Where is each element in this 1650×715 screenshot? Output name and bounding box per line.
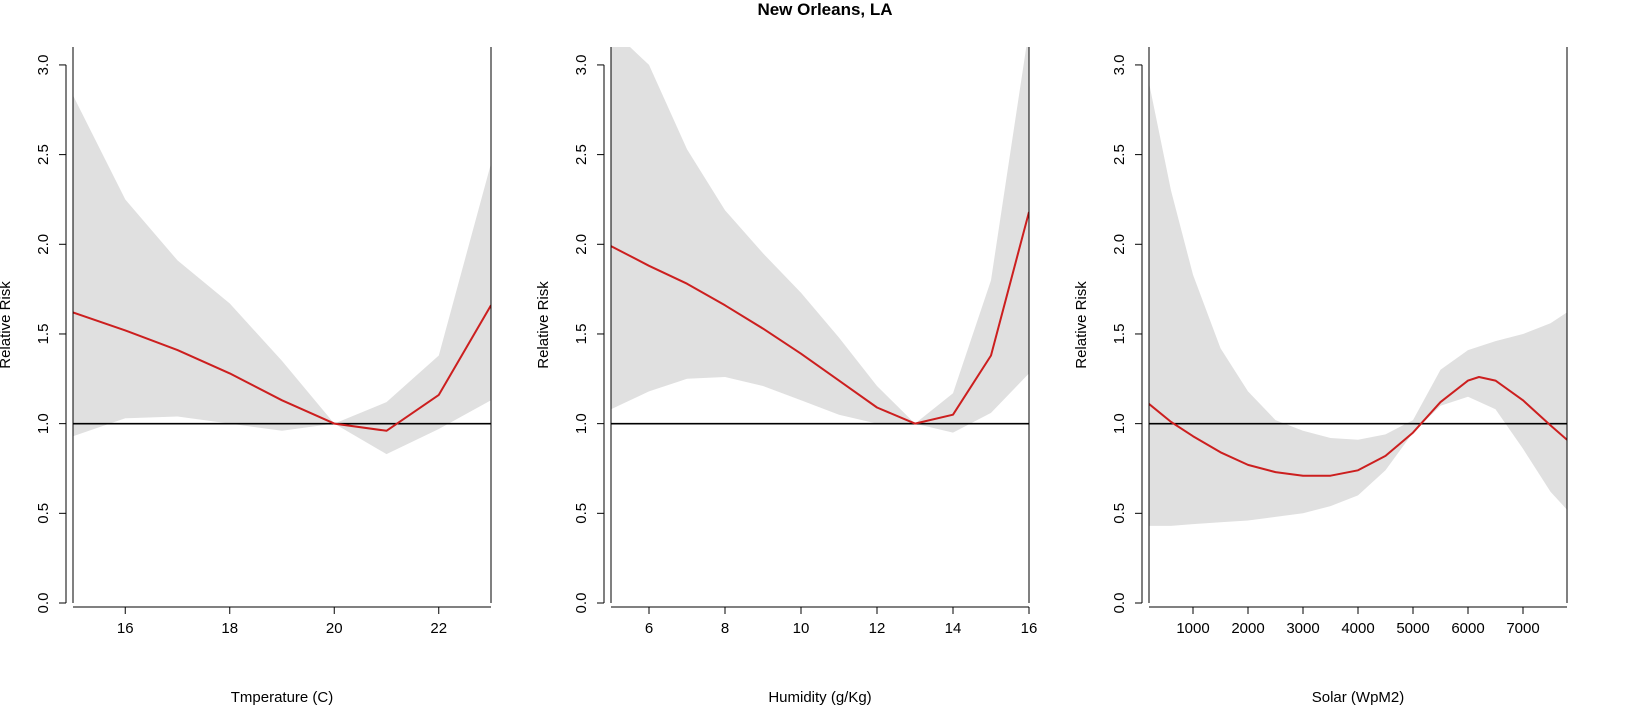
plot-area xyxy=(73,95,491,455)
confidence-band xyxy=(611,47,1029,433)
y-tick-label: 2.0 xyxy=(1111,234,1128,255)
y-tick-label: 0.0 xyxy=(573,593,590,614)
x-tick-label: 16 xyxy=(117,620,134,637)
plot-area xyxy=(1149,82,1567,526)
y-tick-label: 1.5 xyxy=(1111,324,1128,345)
x-tick-label: 5000 xyxy=(1396,620,1429,637)
y-axis-label: Relative Risk xyxy=(535,281,552,369)
x-tick-label: 4000 xyxy=(1341,620,1374,637)
plot-area xyxy=(611,47,1029,433)
y-axis-label: Relative Risk xyxy=(1073,281,1090,369)
series-line xyxy=(1149,376,1567,477)
chart-panel-3: 0.0 0.5 1.0 1.5 2.0 2.5 3.0 1000 2000 3000 4000 500… xyxy=(1073,47,1568,706)
series-line xyxy=(73,304,491,432)
y-tick-label: 0.5 xyxy=(35,503,52,524)
y-tick-label: 3.0 xyxy=(573,55,590,76)
y-tick-label: 1.0 xyxy=(573,413,590,434)
x-tick-label: 1000 xyxy=(1176,620,1209,637)
x-tick-label: 22 xyxy=(430,620,447,637)
y-tick-label: 3.0 xyxy=(1111,55,1128,76)
x-axis-label: Humidity (g/Kg) xyxy=(768,689,871,706)
x-tick-label: 12 xyxy=(869,620,886,637)
series-line xyxy=(611,211,1029,425)
confidence-band xyxy=(1149,82,1567,526)
x-tick-label: 10 xyxy=(793,620,810,637)
x-tick-label: 6 xyxy=(645,620,653,637)
x-tick-label: 7000 xyxy=(1506,620,1539,637)
x-tick-label: 20 xyxy=(326,620,343,637)
x-axis-label: Tmperature (C) xyxy=(231,689,334,706)
y-tick-label: 1.5 xyxy=(35,324,52,345)
x-tick-label: 14 xyxy=(945,620,962,637)
y-tick-label: 1.0 xyxy=(35,413,52,434)
y-tick-label: 0.0 xyxy=(1111,593,1128,614)
x-tick-label: 18 xyxy=(221,620,238,637)
y-tick-label: 1.0 xyxy=(1111,413,1128,434)
y-tick-label: 1.5 xyxy=(573,324,590,345)
y-tick-label: 2.5 xyxy=(573,144,590,165)
confidence-band xyxy=(73,95,491,455)
y-tick-label: 2.5 xyxy=(35,144,52,165)
y-tick-label: 3.0 xyxy=(35,55,52,76)
x-tick-label: 3000 xyxy=(1286,620,1319,637)
y-tick-label: 2.5 xyxy=(1111,144,1128,165)
x-tick-label: 16 xyxy=(1021,620,1038,637)
x-tick-label: 8 xyxy=(721,620,729,637)
x-tick-label: 6000 xyxy=(1451,620,1484,637)
x-tick-label: 2000 xyxy=(1231,620,1264,637)
x-axis-label: Solar (WpM2) xyxy=(1312,689,1405,706)
y-tick-label: 0.0 xyxy=(35,593,52,614)
y-tick-label: 2.0 xyxy=(35,234,52,255)
y-axis-label: Relative Risk xyxy=(0,281,14,369)
chart-panel-1: 0.0 0.5 1.0 1.5 2.0 2.5 3.0 16 18 20 22 Tmperature … xyxy=(0,47,492,706)
y-tick-label: 0.5 xyxy=(1111,503,1128,524)
y-tick-label: 2.0 xyxy=(573,234,590,255)
chart-panel-2: 0.0 0.5 1.0 1.5 2.0 2.5 3.0 6 8 10 12 14 16 Humidity … xyxy=(535,47,1038,706)
y-tick-label: 0.5 xyxy=(573,503,590,524)
figure-title: New Orleans, LA xyxy=(757,0,893,19)
